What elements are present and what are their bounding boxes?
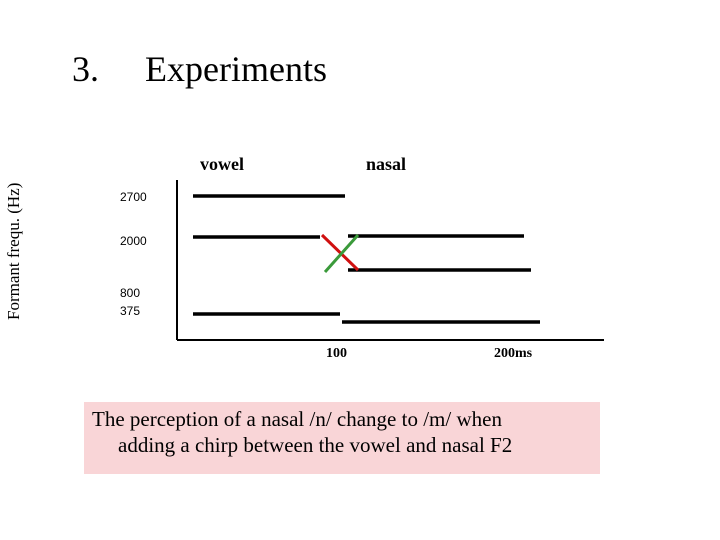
tick-375: 375 (120, 304, 141, 318)
caption-line-2: adding a chirp between the vowel and nas… (118, 433, 513, 457)
caption-box: The perception of a nasal /n/ change to … (84, 402, 600, 474)
nasal-header: nasal (366, 154, 407, 174)
tick-2700: 2700 (120, 190, 147, 204)
chirp-red-line (320, 233, 360, 272)
chirp-green-line (323, 234, 360, 273)
tick-100: 100 (326, 346, 347, 361)
slide-number: 3. (72, 49, 99, 89)
tick-800: 800 (120, 286, 141, 300)
tick-200ms: 200ms (494, 346, 533, 361)
caption-line-1: The perception of a nasal /n/ change to … (92, 407, 502, 431)
tick-2000: 2000 (120, 234, 147, 248)
slide-title: Experiments (145, 49, 327, 89)
vowel-header: vowel (200, 154, 244, 174)
